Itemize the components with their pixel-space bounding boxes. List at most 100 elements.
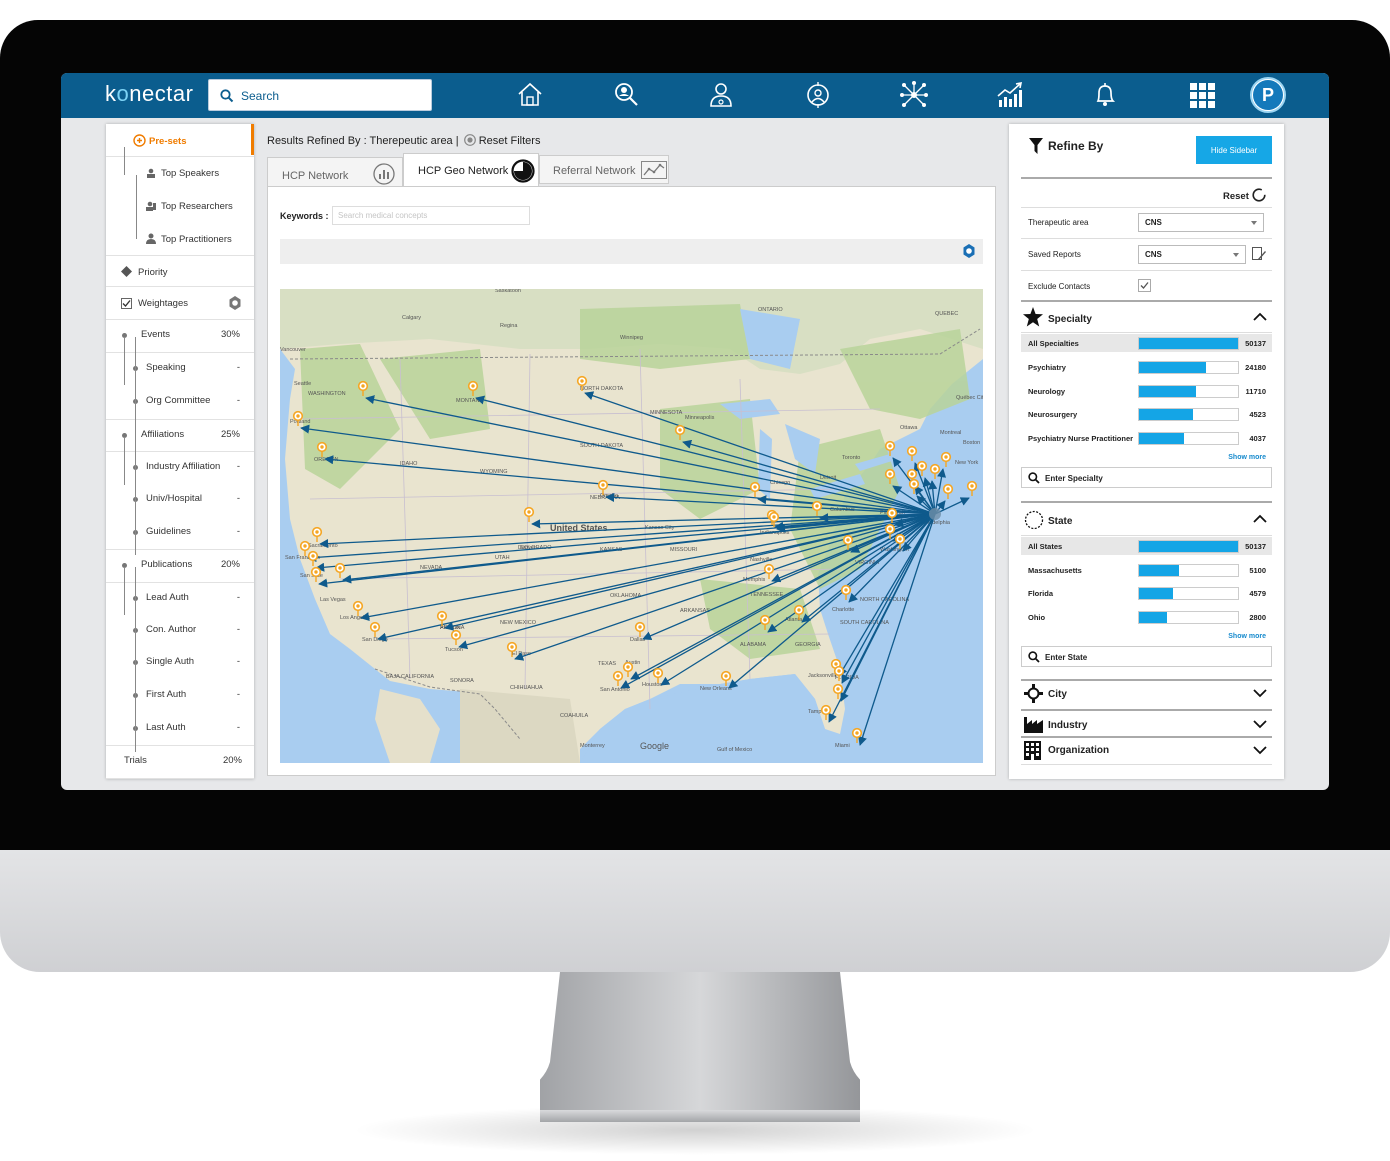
preset-top-speakers[interactable]: Top Speakers [106,157,254,190]
keywords-input[interactable]: Search medical concepts [332,206,530,225]
doctor-icon[interactable] [704,78,738,112]
map-pin-icon[interactable] [369,621,381,637]
map-pin-icon[interactable] [612,670,624,686]
map-pin-icon[interactable] [906,445,918,461]
therapeutic-area-select[interactable]: CNS [1138,213,1264,232]
chevron-down-icon[interactable] [1253,688,1267,698]
map-pin-icon[interactable] [884,523,896,539]
preset-top-researchers[interactable]: Top Researchers [106,190,254,223]
map-pin-icon[interactable] [884,468,896,484]
map-pin-icon[interactable] [840,584,852,600]
edit-report-icon[interactable] [1252,247,1266,261]
weightages-header[interactable]: Weightages [106,287,254,320]
map-pin-icon[interactable] [292,410,304,426]
map-pin-icon[interactable] [759,614,771,630]
home-icon[interactable] [513,78,547,112]
state-input[interactable]: Enter State [1021,646,1272,667]
specialty-row[interactable]: Neurosurgery 4523 [1021,405,1272,423]
chevron-up-icon[interactable] [1253,312,1267,322]
konectar-logo[interactable]: konectar [105,81,194,106]
hub-node[interactable] [929,508,941,520]
weightage-row[interactable]: Con. Author - [106,615,254,647]
map-pin-icon[interactable] [886,507,898,523]
map-pin-icon[interactable] [942,483,954,499]
map-pin-icon[interactable] [467,380,479,396]
map-pin-icon[interactable] [652,667,664,683]
map-settings-icon[interactable] [962,244,976,258]
map-pin-icon[interactable] [506,641,518,657]
search-input[interactable]: Search [208,79,432,111]
map-pin-icon[interactable] [576,375,588,391]
specialty-row[interactable]: Psychiatry 24180 [1021,358,1272,376]
map-pin-icon[interactable] [622,661,634,677]
map-pin-icon[interactable] [334,562,346,578]
settings-gear-icon[interactable] [228,296,242,310]
map-pin-icon[interactable] [916,460,928,476]
map-pin-icon[interactable] [842,534,854,550]
map-pin-icon[interactable] [720,670,732,686]
weightage-row[interactable]: First Auth - [106,680,254,713]
map-pin-icon[interactable] [763,563,775,579]
weightage-row[interactable]: Lead Auth - [106,583,254,615]
weightage-row[interactable]: Org Committee - [106,386,254,420]
reset-filters-link[interactable]: Reset Filters [478,135,541,147]
presets-header[interactable]: Pre-sets [106,124,254,157]
search-hcp-icon[interactable] [609,78,643,112]
weightage-row[interactable]: Trials 20% [106,746,254,779]
chevron-up-icon[interactable] [1253,514,1267,524]
preset-top-practitioners[interactable]: Top Practitioners [106,223,254,256]
tab-hcp-geo-network[interactable]: HCP Geo Network [403,153,539,188]
target-icon[interactable] [801,78,835,112]
map-pin-icon[interactable] [316,441,328,457]
chevron-down-icon[interactable] [1253,745,1267,755]
specialty-row[interactable]: All Specialties 50137 [1021,334,1272,352]
hide-sidebar-button[interactable]: Hide Sidebar [1196,136,1272,164]
map-pin-icon[interactable] [357,380,369,396]
exclude-contacts-checkbox[interactable] [1138,279,1151,292]
map-pin-icon[interactable] [310,566,322,582]
map-pin-icon[interactable] [768,511,780,527]
reset-link[interactable]: Reset [1223,191,1249,202]
tab-referral-network[interactable]: Referral Network [539,155,669,184]
saved-reports-select[interactable]: CNS [1138,245,1246,264]
map-pin-icon[interactable] [523,506,535,522]
map-pin-icon[interactable] [674,424,686,440]
reset-circle-icon[interactable] [1252,188,1266,202]
bell-icon[interactable] [1088,78,1122,112]
map-pin-icon[interactable] [811,500,823,516]
checkbox-icon[interactable] [121,298,132,309]
weightage-row[interactable]: Publications 20% [106,550,254,583]
geo-map[interactable]: Calgary Regina Winnipeg Saskatoon ONTARIO QUE… [280,289,983,763]
map-canvas[interactable]: Calgary Regina Winnipeg Saskatoon ONTARIO QUE… [280,289,983,763]
reset-filter-icon[interactable] [463,134,476,146]
map-pin-icon[interactable] [311,526,323,542]
state-row[interactable]: Massachusetts 5100 [1021,561,1272,579]
state-row[interactable]: Florida 4579 [1021,584,1272,602]
map-pin-icon[interactable] [940,451,952,467]
map-pin-icon[interactable] [908,478,920,494]
map-pin-icon[interactable] [793,604,805,620]
map-pin-icon[interactable] [749,481,761,497]
weightage-row[interactable]: Events 30% [106,320,254,353]
state-row[interactable]: All States 50137 [1021,537,1272,555]
tab-hcp-network[interactable]: HCP Network [267,157,403,188]
map-pin-icon[interactable] [450,629,462,645]
weightage-row[interactable]: Guidelines - [106,517,254,550]
weightage-row[interactable]: Speaking - [106,353,254,386]
weightage-row[interactable]: Affiliations 25% [106,420,254,452]
specialty-show-more[interactable]: Show more [1228,454,1266,461]
weightage-row[interactable]: Univ/Hospital - [106,484,254,517]
map-pin-icon[interactable] [884,440,896,456]
map-pin-icon[interactable] [832,683,844,699]
map-pin-icon[interactable] [634,621,646,637]
weightage-row[interactable]: Single Auth - [106,647,254,680]
apps-grid-icon[interactable] [1185,78,1219,112]
map-pin-icon[interactable] [436,610,448,626]
map-pin-icon[interactable] [929,463,941,479]
map-pin-icon[interactable] [352,600,364,616]
user-avatar[interactable]: P [1250,77,1286,113]
map-pin-icon[interactable] [966,480,978,496]
weightage-row[interactable]: Last Auth - [106,713,254,746]
map-pin-icon[interactable] [597,479,609,495]
network-icon[interactable] [897,78,931,112]
